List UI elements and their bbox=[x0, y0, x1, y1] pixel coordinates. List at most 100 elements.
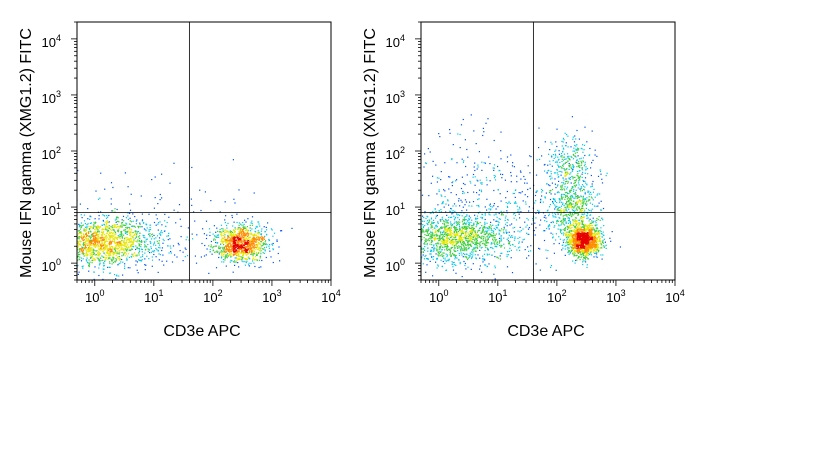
event-point bbox=[257, 238, 259, 240]
event-point bbox=[118, 225, 120, 227]
event-point bbox=[474, 214, 476, 216]
event-point bbox=[125, 259, 128, 261]
event-point bbox=[90, 236, 92, 238]
event-point bbox=[237, 245, 239, 247]
event-point bbox=[239, 233, 241, 235]
event-point bbox=[512, 227, 514, 229]
event-point bbox=[579, 223, 581, 225]
event-point bbox=[490, 227, 492, 229]
event-point bbox=[151, 179, 153, 181]
event-point bbox=[182, 251, 184, 253]
event-point bbox=[94, 218, 96, 220]
event-point bbox=[246, 232, 248, 234]
event-point bbox=[104, 215, 106, 217]
event-point bbox=[225, 231, 227, 233]
y-tick-label: 101 bbox=[42, 201, 61, 218]
event-point bbox=[456, 230, 458, 232]
event-point bbox=[454, 229, 456, 232]
event-point bbox=[438, 243, 440, 245]
event-point bbox=[187, 227, 189, 229]
event-point bbox=[426, 215, 428, 217]
event-point bbox=[80, 249, 82, 251]
event-point bbox=[263, 236, 265, 238]
event-point bbox=[457, 221, 459, 223]
event-point bbox=[458, 214, 460, 216]
event-point bbox=[98, 264, 100, 266]
event-point bbox=[248, 237, 250, 239]
event-point bbox=[458, 246, 460, 248]
event-point bbox=[232, 247, 234, 249]
event-point bbox=[435, 215, 437, 217]
event-point bbox=[249, 239, 251, 241]
event-point bbox=[264, 249, 266, 251]
event-point bbox=[87, 262, 89, 264]
event-point bbox=[454, 216, 457, 218]
event-point bbox=[411, 230, 412, 231]
event-point bbox=[426, 220, 429, 222]
event-point bbox=[96, 244, 98, 246]
event-point bbox=[583, 254, 585, 256]
event-point bbox=[86, 225, 88, 227]
event-point bbox=[439, 236, 441, 238]
event-point bbox=[85, 237, 87, 239]
event-point bbox=[455, 272, 457, 274]
event-point bbox=[468, 235, 470, 237]
event-point bbox=[496, 241, 498, 243]
event-point bbox=[239, 231, 241, 233]
event-point bbox=[455, 233, 457, 235]
event-point bbox=[112, 234, 114, 236]
event-point bbox=[81, 246, 83, 248]
event-point bbox=[464, 262, 466, 265]
event-point bbox=[450, 225, 452, 227]
event-point bbox=[119, 244, 121, 246]
event-point bbox=[82, 267, 84, 269]
event-point bbox=[474, 238, 476, 240]
event-point bbox=[471, 239, 473, 241]
event-point bbox=[64, 251, 65, 252]
event-point bbox=[423, 258, 425, 260]
event-point bbox=[104, 256, 106, 258]
event-point bbox=[258, 252, 260, 254]
event-point bbox=[237, 239, 239, 241]
event-point bbox=[116, 220, 118, 223]
event-point bbox=[95, 239, 98, 241]
event-point bbox=[53, 235, 54, 236]
event-point bbox=[594, 239, 596, 241]
event-point bbox=[100, 238, 102, 240]
event-point bbox=[446, 240, 448, 242]
event-point bbox=[232, 246, 234, 249]
event-point bbox=[448, 248, 450, 250]
event-point bbox=[81, 266, 83, 268]
event-point bbox=[63, 274, 64, 275]
event-point bbox=[170, 312, 171, 313]
event-point bbox=[438, 228, 440, 231]
event-point bbox=[581, 232, 583, 234]
event-point bbox=[83, 239, 86, 241]
event-point bbox=[513, 239, 516, 241]
event-point bbox=[427, 227, 429, 229]
event-point bbox=[110, 232, 112, 234]
event-point bbox=[591, 246, 593, 248]
event-point bbox=[238, 230, 240, 232]
event-point bbox=[138, 254, 140, 256]
event-point bbox=[400, 243, 401, 244]
event-point bbox=[422, 226, 425, 228]
event-point bbox=[248, 233, 250, 235]
event-point bbox=[241, 224, 243, 226]
event-point bbox=[80, 240, 82, 242]
event-point bbox=[215, 267, 218, 269]
event-point bbox=[137, 227, 140, 229]
event-point bbox=[248, 244, 250, 246]
event-point bbox=[107, 240, 109, 242]
event-point bbox=[59, 224, 60, 225]
event-point bbox=[584, 248, 586, 250]
event-point bbox=[468, 254, 470, 256]
event-point bbox=[241, 249, 243, 251]
event-point bbox=[109, 246, 111, 248]
event-point bbox=[272, 249, 274, 251]
event-point bbox=[106, 232, 108, 234]
event-point bbox=[73, 253, 74, 254]
event-point bbox=[222, 235, 224, 237]
event-point bbox=[153, 251, 155, 253]
